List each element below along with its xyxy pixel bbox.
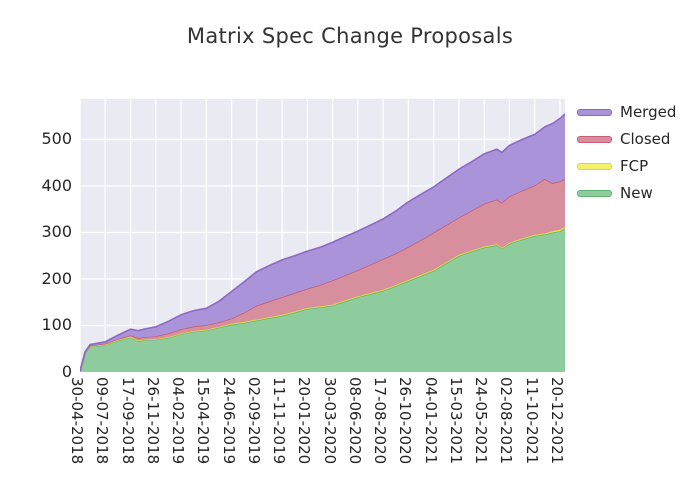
- legend: Merged Closed FCP New: [577, 103, 676, 203]
- chart-title: Matrix Spec Change Proposals: [186, 24, 514, 48]
- x-tick-label: 04-01-2021: [421, 377, 440, 465]
- x-tick-label: 04-02-2019: [169, 377, 188, 465]
- legend-label: Merged: [620, 103, 677, 121]
- legend-item-new: New: [577, 184, 676, 203]
- x-tick-label: 02-09-2019: [244, 377, 263, 465]
- x-tick-label: 17-09-2018: [118, 377, 137, 465]
- y-tick-label: 500: [41, 129, 72, 149]
- legend-item-fcp: FCP: [577, 157, 676, 176]
- x-tick-label: 30-04-2018: [68, 377, 86, 465]
- legend-label: Closed: [620, 130, 671, 148]
- line-merged: [80, 113, 565, 372]
- x-tick-label: 20-01-2020: [295, 377, 314, 465]
- x-tick-label: 09-07-2018: [93, 377, 112, 465]
- x-tick-label: 24-05-2021: [472, 377, 491, 465]
- x-tick-label: 11-10-2021: [522, 377, 541, 465]
- x-tick-label: 17-08-2020: [371, 377, 390, 465]
- y-tick-label: 0: [61, 362, 72, 381]
- y-tick-label: 400: [41, 175, 72, 195]
- x-tick-label: 26-11-2018: [143, 377, 162, 465]
- x-tick-label: 20-12-2021: [547, 377, 566, 465]
- legend-swatch-closed: [577, 136, 612, 143]
- y-tick-label: 200: [41, 268, 72, 288]
- stacked-area-chart: [80, 99, 565, 372]
- legend-label: New: [620, 184, 653, 202]
- legend-label: FCP: [620, 157, 649, 175]
- x-tick-label: 15-03-2021: [446, 377, 465, 465]
- legend-item-closed: Closed: [577, 130, 676, 149]
- x-tick-label: 24-06-2019: [219, 377, 238, 465]
- plot-area: [80, 99, 565, 372]
- x-tick-label: 02-08-2021: [497, 377, 516, 465]
- y-tick-label: 300: [41, 222, 72, 242]
- x-tick-label: 15-04-2019: [194, 377, 213, 465]
- y-tick-label: 100: [41, 315, 72, 335]
- legend-swatch-fcp: [577, 163, 612, 170]
- legend-swatch-new: [577, 190, 612, 197]
- x-tick-label: 26-10-2020: [396, 377, 415, 465]
- legend-swatch-merged: [577, 109, 612, 116]
- x-tick-label: 08-06-2020: [345, 377, 364, 465]
- x-tick-label: 11-11-2019: [270, 377, 289, 465]
- x-tick-label: 30-03-2020: [320, 377, 339, 465]
- area-new: [80, 228, 565, 372]
- legend-item-merged: Merged: [577, 103, 676, 122]
